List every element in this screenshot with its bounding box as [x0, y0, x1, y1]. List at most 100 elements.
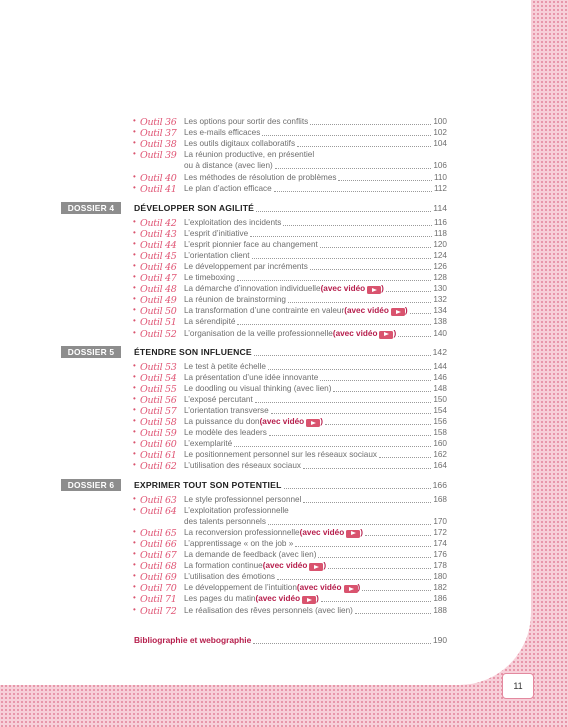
toc-entry[interactable]: • Outil 64 L’exploitation professionnelle [133, 504, 447, 517]
video-tag: (avec vidéo [259, 417, 305, 426]
page-number: 11 [502, 673, 534, 699]
toc-entry[interactable]: ou à distance (avec lien) 106 [134, 159, 447, 171]
outil-number: Outil 51 [140, 317, 177, 329]
entry-title-line: Le modèle des leaders 158 [184, 427, 447, 438]
dossier-page: 142 [432, 347, 447, 357]
toc-entry[interactable]: des talents personnels 170 [134, 515, 447, 527]
toc-entry[interactable]: • Outil 70 Le développement de l’intuition… [133, 581, 447, 594]
entry-title: L’apprentissage « on the job » [184, 538, 294, 548]
outil-number: Outil 63 [140, 494, 177, 506]
toc-entry[interactable]: • Outil 54 La présentation d’une idée inno… [133, 371, 447, 384]
entry-title: ou à distance (avec lien) [184, 161, 273, 171]
entry-title: Le style professionnel personnel [184, 494, 302, 504]
entry-title: Le réalisation des rêves personnels (ave… [184, 605, 353, 615]
outil-number: Outil 65 [140, 527, 177, 539]
closing-paren: ) [316, 594, 319, 604]
toc-entry[interactable]: • Outil 72 Le réalisation des rêves person… [133, 604, 447, 617]
toc-entry[interactable]: • Outil 61 Le positionnement personnel sur… [133, 448, 447, 461]
outil-number: Outil 52 [140, 328, 177, 340]
outil-number: Outil 60 [140, 439, 177, 451]
toc-entry[interactable]: • Outil 45 L’orientation client 124 [133, 249, 447, 262]
entry-title-line: L’orientation client 124 [184, 250, 447, 261]
entry-title: La sérendipité [184, 317, 236, 327]
entry-title-line: L’esprit pionnier face au changement 120 [184, 239, 447, 250]
bullet-icon: • [133, 316, 136, 326]
bullet-icon: • [133, 294, 136, 304]
toc-entry[interactable]: • Outil 67 La demande de feedback (avec li… [133, 548, 447, 561]
toc-entry[interactable]: • Outil 47 Le timeboxing 128 [133, 271, 447, 284]
play-video-icon[interactable] [302, 596, 317, 605]
toc-entry[interactable]: • Outil 53 Le test à petite échelle 144 [133, 360, 447, 373]
entry-page: 106 [433, 161, 447, 171]
dossier-heading[interactable]: DÉVELOPPER SON AGILITÉ 114 [134, 202, 447, 214]
entry-title: La réunion de brainstorming [184, 295, 286, 305]
video-tag: (avec vidéo [262, 561, 308, 571]
entry-title: La reconversion professionnelle [184, 527, 300, 537]
entry-title: L’esprit d’initiative [184, 228, 249, 238]
toc-entry[interactable]: • Outil 51 La sérendipité 138 [133, 315, 447, 329]
toc-entry[interactable]: • Outil 49 La réunion de brainstorming 132 [133, 293, 447, 306]
entry-page: 186 [433, 594, 447, 604]
toc-entry[interactable]: • Outil 41 Le plan d’action efficace 112 [133, 182, 447, 195]
play-video-icon[interactable] [346, 529, 361, 538]
video-tag: (avec vidéo [332, 328, 378, 338]
toc-entry[interactable]: • Outil 59 Le modèle des leaders 158 [133, 426, 447, 440]
bibliography-entry[interactable]: Bibliographie et webographie 190 [134, 634, 447, 646]
entry-title-line: L’utilisation des émotions 180 [184, 571, 447, 582]
entry-title: L’exposé percutant [184, 394, 253, 404]
dossier-heading[interactable]: ÉTENDRE SON INFLUENCE 142 [134, 346, 447, 358]
toc-entry[interactable]: • Outil 62 L’utilisation des réseaux socia… [133, 459, 447, 472]
toc-entry[interactable]: • Outil 36 Les options pour sortir des con… [133, 115, 447, 128]
toc-entry[interactable]: • Outil 46 Le développement par incréments… [133, 260, 447, 273]
toc-entry[interactable]: • Outil 66 L’apprentissage « on the job » 1… [133, 537, 447, 550]
outil-number: Outil 42 [140, 217, 177, 229]
bullet-icon: • [133, 371, 136, 381]
toc-entry[interactable]: • Outil 65 La reconversion professionnelle… [133, 526, 447, 539]
play-video-icon[interactable] [367, 286, 382, 295]
closing-paren: ) [357, 583, 361, 593]
toc-entry[interactable]: • Outil 44 L’esprit pionnier face au chang… [133, 238, 447, 251]
bullet-icon: • [133, 227, 136, 237]
toc-entry[interactable]: • Outil 57 L’orientation transverse 154 [133, 404, 447, 417]
dot-leader [283, 224, 432, 226]
toc-entry[interactable]: • Outil 60 L’exemplarité 160 [133, 437, 447, 451]
bullet-icon: • [133, 127, 136, 137]
play-video-icon[interactable] [306, 419, 321, 427]
entry-title: L’esprit pionnier face au changement [184, 239, 318, 249]
dot-leader [237, 324, 432, 326]
entry-page: 170 [433, 516, 447, 526]
toc-entry[interactable]: • Outil 58 La puissance du don (avec vidéo… [133, 415, 447, 428]
toc-entry[interactable]: • Outil 56 L’exposé percutant 150 [133, 393, 447, 406]
play-video-icon[interactable] [343, 585, 358, 594]
bullet-icon: • [133, 537, 136, 547]
outil-number: Outil 59 [140, 428, 177, 440]
dot-leader [409, 313, 432, 315]
bullet-icon: • [133, 560, 136, 570]
play-video-icon[interactable] [309, 563, 324, 572]
entry-page: 118 [433, 228, 447, 238]
toc-entry[interactable]: • Outil 52 L’organisation de la veille pro… [133, 327, 447, 340]
toc-entry[interactable]: • Outil 50 La transformation d’une contrai… [133, 304, 447, 317]
play-video-icon[interactable] [390, 308, 405, 317]
toc-entry[interactable]: • Outil 37 Les e-mails efficaces 102 [133, 126, 447, 140]
toc-entry[interactable]: • Outil 71 Les pages du matin (avec vidéo)… [133, 592, 447, 605]
toc-entry[interactable]: • Outil 55 Le doodling ou visual thinking … [133, 382, 447, 395]
play-video-icon[interactable] [379, 330, 394, 339]
outil-number: Outil 58 [140, 417, 177, 428]
entry-page: 120 [433, 239, 447, 249]
toc-entry[interactable]: • Outil 68 La formation continue (avec vid… [133, 559, 447, 572]
entry-title: La présentation d’une idée innovante [184, 372, 319, 382]
toc-entry[interactable]: • Outil 63 Le style professionnel personne… [133, 493, 447, 506]
dot-leader [273, 190, 432, 192]
toc-entry[interactable]: • Outil 40 Les méthodes de résolution de p… [133, 171, 447, 184]
toc-entry[interactable]: • Outil 42 L’exploitation des incidents 116 [133, 216, 447, 229]
entry-page: 124 [433, 250, 447, 260]
toc-entry[interactable]: • Outil 38 Les outils digitaux collaborati… [133, 137, 447, 150]
toc-entry[interactable]: • Outil 69 L’utilisation des émotions 180 [133, 570, 447, 583]
toc-entry[interactable]: • Outil 48 La démarche d’innovation indivi… [133, 282, 447, 295]
dossier-heading[interactable]: EXPRIMER TOUT SON POTENTIEL 166 [134, 479, 447, 491]
outil-number: Outil 37 [140, 128, 177, 140]
toc-entry[interactable]: • Outil 39 La réunion productive, en prése… [133, 148, 447, 161]
toc-entry[interactable]: • Outil 43 L’esprit d’initiative 118 [133, 227, 447, 240]
bullet-icon: • [133, 549, 136, 558]
